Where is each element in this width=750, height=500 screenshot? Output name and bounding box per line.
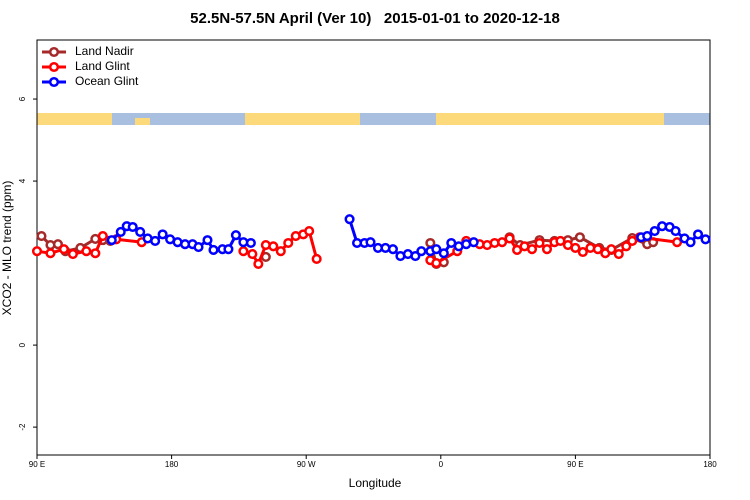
data-point [504, 233, 515, 244]
data-point [649, 226, 660, 237]
data-point [157, 229, 168, 240]
data-point [574, 232, 585, 243]
data-point [555, 235, 566, 246]
data-point [311, 253, 322, 265]
y-axis-label: XCO2 - MLO trend (ppm) [0, 181, 14, 316]
data-point [58, 244, 69, 255]
data-point [202, 235, 213, 246]
x-tick-label: 0 [439, 460, 444, 469]
data-point [670, 226, 681, 237]
data-point [45, 248, 56, 259]
land-strip [37, 113, 112, 125]
data-point [283, 237, 294, 249]
legend-marker [48, 76, 60, 88]
data-point [67, 249, 78, 260]
y-tick-label: -2 [18, 423, 27, 431]
legend-label: Land Glint [75, 59, 130, 73]
data-point [627, 235, 638, 246]
y-tick-label: 6 [18, 96, 27, 101]
data-point [577, 246, 588, 258]
land-strip [245, 113, 360, 125]
data-point [31, 246, 43, 257]
data-point [127, 221, 138, 233]
data-point [230, 230, 241, 241]
legend-marker [48, 61, 60, 73]
data-point [247, 249, 258, 260]
data-point [97, 230, 108, 242]
data-point [268, 241, 279, 252]
data-point [208, 244, 219, 256]
data-point [245, 237, 256, 249]
x-axis-label: Longitude [349, 476, 402, 490]
data-point [606, 244, 617, 255]
data-point [438, 248, 449, 259]
legend-label: Ocean Glint [75, 74, 139, 88]
data-point [238, 246, 249, 257]
x-tick-label: 180 [703, 460, 717, 469]
data-point [410, 251, 421, 262]
data-point [387, 244, 398, 255]
data-point [344, 214, 355, 225]
data-point [253, 258, 264, 269]
data-point [700, 234, 711, 245]
data-point [468, 237, 479, 248]
surface-strip [37, 113, 710, 125]
data-point [365, 237, 376, 248]
x-tick-label: 90 W [297, 460, 316, 469]
data-point [275, 246, 286, 257]
data-point [106, 235, 117, 246]
data-point [692, 229, 704, 240]
data-point [512, 244, 523, 256]
data-point [90, 248, 101, 259]
data-point [304, 226, 315, 237]
data-point [592, 244, 603, 255]
x-tick-label: 180 [165, 460, 179, 469]
legend-label: Land Nadir [75, 44, 134, 58]
data-point [534, 237, 545, 249]
data-point [416, 246, 427, 257]
data-point [431, 244, 442, 255]
data-point [570, 242, 581, 253]
data-point [526, 244, 538, 255]
data-point [613, 249, 624, 260]
data-point [135, 226, 146, 237]
data-point [672, 237, 683, 248]
land-strip [436, 113, 664, 125]
data-point [150, 235, 161, 246]
data-point [52, 239, 63, 250]
data-point [621, 241, 632, 252]
data-point [81, 246, 92, 257]
x-tick-label: 90 E [29, 460, 45, 469]
data-point [685, 237, 696, 248]
chart-title: 52.5N-57.5N April (Ver 10) 2015-01-01 to… [190, 10, 560, 27]
y-tick-label: 4 [18, 178, 27, 183]
legend-marker [48, 46, 60, 58]
data-point [642, 230, 653, 242]
data-point [223, 244, 234, 255]
data-point [193, 242, 204, 253]
data-point [497, 237, 508, 248]
data-point [431, 258, 442, 269]
x-tick-label: 90 E [567, 460, 583, 469]
data-point [36, 230, 47, 242]
data-point [115, 226, 126, 237]
data-point [541, 244, 553, 255]
y-tick-label: 0 [18, 342, 27, 347]
land-strip [135, 118, 150, 125]
